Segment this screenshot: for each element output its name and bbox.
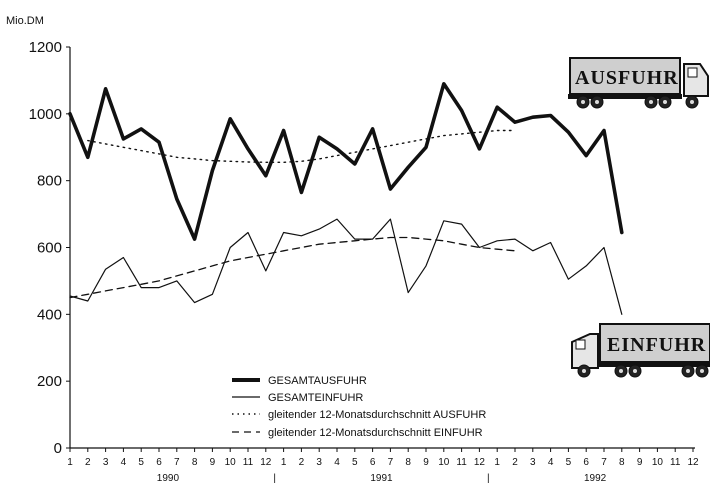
x-tick-label: 8 — [192, 457, 198, 468]
x-tick-label: 10 — [652, 457, 664, 468]
x-tick-label: 4 — [548, 457, 554, 468]
x-tick-label: 4 — [121, 457, 127, 468]
y-tick-label: 0 — [54, 440, 62, 457]
x-tick-label: 8 — [405, 457, 411, 468]
series-line-gesamteinfuhr — [69, 218, 623, 315]
y-tick-label: 400 — [37, 306, 62, 323]
year-label: 1991 — [370, 473, 393, 484]
x-tick-label: 11 — [243, 457, 254, 468]
x-tick-label: 9 — [423, 457, 429, 468]
x-tick-label: 7 — [601, 457, 607, 468]
series-line-gleitender-12-monatsdurchschnitt-ausfuhr — [87, 129, 516, 164]
x-tick-label: 3 — [530, 457, 536, 468]
x-tick-label: 5 — [566, 457, 572, 468]
x-tick-label: 1 — [67, 457, 73, 468]
x-tick-label: 6 — [370, 457, 376, 468]
x-tick-label: 9 — [637, 457, 643, 468]
series-group — [68, 82, 624, 315]
x-tick-label: 3 — [316, 457, 322, 468]
axes — [69, 47, 695, 449]
x-tick-label: 2 — [512, 457, 518, 468]
y-tick-label: 600 — [37, 240, 62, 257]
x-tick-label: 6 — [156, 457, 162, 468]
einfuhr-truck-label: EINFUHR — [607, 334, 706, 356]
x-tick-label: 11 — [456, 457, 467, 468]
legend-label-gesamtausfuhr: GESAMTAUSFUHR — [268, 375, 367, 387]
x-tick-label: 3 — [103, 457, 109, 468]
x-tick-label: 2 — [299, 457, 305, 468]
einfuhr-truck-illustration: EINFUHR — [571, 323, 710, 378]
series-line-gleitender-12-monatsdurchschnitt-einfuhr — [69, 236, 516, 299]
legend: GESAMTAUSFUHR GESAMTEINFUHR gleitender 1… — [232, 375, 486, 439]
year-label: 1990 — [157, 473, 180, 484]
y-tick-label: 200 — [37, 373, 62, 390]
x-tick-label: 5 — [352, 457, 358, 468]
year-separator: | — [273, 473, 276, 484]
x-tick-label: 6 — [583, 457, 589, 468]
x-tick-label: 10 — [438, 457, 450, 468]
x-tick-label: 8 — [619, 457, 625, 468]
x-tick-label: 7 — [388, 457, 394, 468]
year-label: 1992 — [584, 473, 607, 484]
ausfuhr-truck-label: AUSFUHR — [575, 67, 679, 89]
x-tick-label: 5 — [138, 457, 144, 468]
x-tick-label: 12 — [687, 457, 699, 468]
x-tick-label: 12 — [474, 457, 486, 468]
series-line-gesamtausfuhr — [68, 82, 624, 241]
x-tick-label: 1 — [494, 457, 500, 468]
year-separator: | — [487, 473, 490, 484]
legend-label-ausfuhr-average: gleitender 12-Monatsdurchschnitt AUSFUHR — [268, 409, 486, 421]
x-ticks: 1 2 3 4 5 6 7 8 9 10 11 12 1 2 3 4 5 6 7 8 9 10 11 12 1 2 3 4 5 6 7 8 9 1… — [67, 448, 699, 484]
x-tick-label: 10 — [225, 457, 237, 468]
x-tick-label: 2 — [85, 457, 91, 468]
x-tick-label: 4 — [334, 457, 340, 468]
y-axis-unit-label: Mio.DM — [6, 15, 44, 27]
x-tick-label: 12 — [260, 457, 272, 468]
x-tick-label: 9 — [210, 457, 216, 468]
x-tick-label: 1 — [281, 457, 287, 468]
ausfuhr-truck-illustration: AUSFUHR — [568, 57, 709, 109]
legend-label-einfuhr-average: gleitender 12-Monatsdurchschnitt EINFUHR — [268, 427, 483, 439]
y-tick-label: 800 — [37, 173, 62, 190]
x-tick-label: 7 — [174, 457, 180, 468]
y-tick-label: 1200 — [29, 39, 62, 56]
y-tick-label: 1000 — [29, 106, 62, 123]
x-tick-label: 11 — [670, 457, 681, 468]
y-ticks: 0 200 400 600 800 1000 1200 — [29, 39, 70, 457]
legend-label-gesamteinfuhr: GESAMTEINFUHR — [268, 392, 363, 404]
